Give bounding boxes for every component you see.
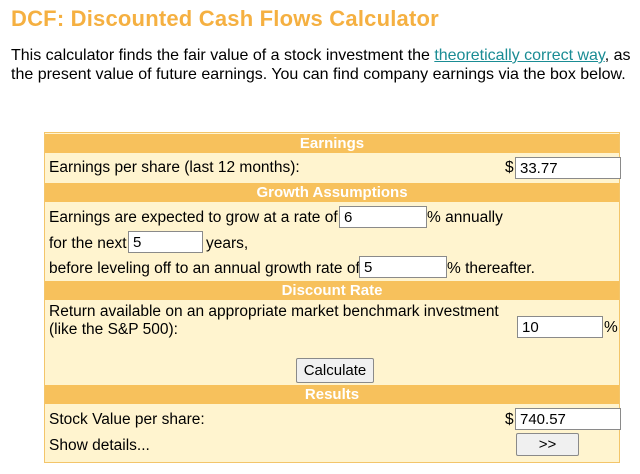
eps-input[interactable] bbox=[515, 157, 621, 179]
results-header: Results bbox=[45, 385, 619, 404]
show-details-button[interactable]: >> bbox=[516, 433, 579, 456]
return-label-line2: (like the S&P 500): bbox=[49, 321, 178, 338]
intro-paragraph: This calculator finds the fair value of … bbox=[11, 46, 636, 84]
years-prefix: for the next bbox=[49, 235, 127, 252]
growth-rate-suffix: % annually bbox=[427, 209, 503, 226]
growth-rate-prefix: Earnings are expected to grow at a rate … bbox=[49, 209, 338, 226]
terminal-growth-suffix: % thereafter. bbox=[447, 260, 535, 277]
eps-currency: $ bbox=[505, 159, 514, 176]
stock-value-label: Stock Value per share: bbox=[49, 411, 205, 428]
calculate-button[interactable]: Calculate bbox=[296, 358, 374, 383]
years-input[interactable] bbox=[128, 231, 203, 253]
terminal-growth-input[interactable] bbox=[359, 256, 447, 278]
growth-assumptions-header: Growth Assumptions bbox=[45, 183, 619, 202]
dcf-calculator-panel: Earnings Earnings per share (last 12 mon… bbox=[44, 132, 621, 463]
show-details-label: Show details... bbox=[49, 437, 150, 454]
return-rate-input[interactable] bbox=[517, 316, 603, 338]
intro-text-before: This calculator finds the fair value of … bbox=[11, 47, 435, 64]
earnings-header: Earnings bbox=[45, 134, 619, 153]
discount-rate-header: Discount Rate bbox=[45, 281, 619, 300]
growth-rate-input[interactable] bbox=[339, 206, 427, 228]
eps-label: Earnings per share (last 12 months): bbox=[49, 159, 300, 176]
return-label-line1: Return available on an appropriate marke… bbox=[49, 303, 499, 320]
years-suffix: years, bbox=[206, 235, 249, 252]
theoretically-correct-way-link[interactable]: theoretically correct way bbox=[434, 47, 605, 64]
stock-value-output bbox=[515, 408, 621, 430]
stock-value-currency: $ bbox=[505, 411, 514, 428]
terminal-growth-prefix: before leveling off to an annual growth … bbox=[49, 260, 360, 277]
return-rate-suffix: % bbox=[604, 319, 618, 336]
page-title: DCF: Discounted Cash Flows Calculator bbox=[11, 6, 439, 31]
intro-text-after: , as the present value of future earning… bbox=[11, 47, 631, 83]
